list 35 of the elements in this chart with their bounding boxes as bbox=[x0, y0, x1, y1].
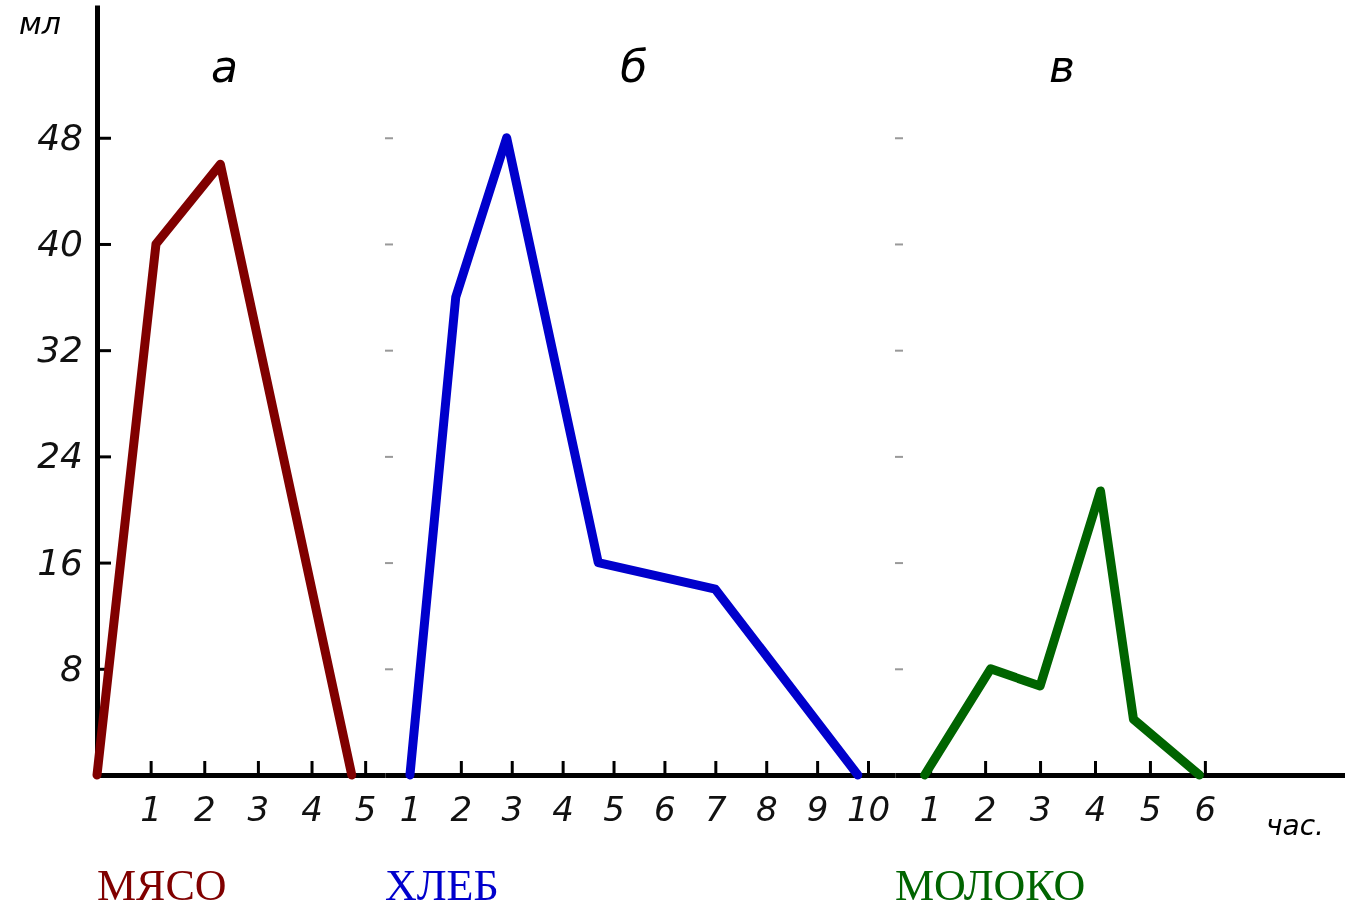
chart-title: в bbox=[1049, 41, 1075, 92]
x-tick-label: 4 bbox=[301, 789, 323, 830]
x-tick-label: 10 bbox=[846, 789, 891, 830]
x-tick-label: 2 bbox=[450, 789, 473, 830]
y-tick-label: 40 bbox=[37, 222, 83, 264]
x-tick-label: 1 bbox=[919, 789, 942, 830]
x-tick-label: 3 bbox=[247, 789, 270, 830]
x-tick-label: 1 bbox=[399, 789, 422, 830]
text: ХЛЕБ bbox=[385, 861, 499, 908]
text: а bbox=[210, 41, 238, 92]
x-tick-label: 3 bbox=[501, 789, 524, 830]
x-tick-label: 7 bbox=[705, 789, 728, 830]
x-tick-label: 8 bbox=[755, 789, 778, 830]
x-tick-label: 2 bbox=[193, 789, 216, 830]
x-tick-label: 2 bbox=[974, 789, 997, 830]
y-axis-title: мл bbox=[19, 6, 61, 41]
y-tick-label: 24 bbox=[37, 435, 83, 477]
x-tick-label: 5 bbox=[603, 789, 625, 830]
y-tick-label: 16 bbox=[37, 541, 83, 583]
y-tick-label: 8 bbox=[60, 647, 83, 689]
x-tick-label: 9 bbox=[806, 789, 829, 830]
x-tick-label: 6 bbox=[654, 789, 676, 830]
x-tick-label: 4 bbox=[1084, 789, 1107, 830]
x-tick-label: 3 bbox=[1029, 789, 1052, 830]
chart-title: б bbox=[620, 41, 648, 92]
x-tick-label: 6 bbox=[1194, 789, 1217, 830]
series-label: МЯСО bbox=[97, 861, 227, 908]
x-tick-label: 1 bbox=[140, 789, 162, 830]
text: МОЛОКО bbox=[895, 861, 1086, 908]
x-tick-label: 5 bbox=[1139, 789, 1162, 830]
y-tick-label: 48 bbox=[37, 116, 83, 158]
y-tick-label: 32 bbox=[37, 329, 83, 371]
x-tick-label: 5 bbox=[354, 789, 377, 830]
x-tick-label: 4 bbox=[552, 789, 574, 830]
x-axis-title: час. bbox=[1266, 809, 1324, 842]
